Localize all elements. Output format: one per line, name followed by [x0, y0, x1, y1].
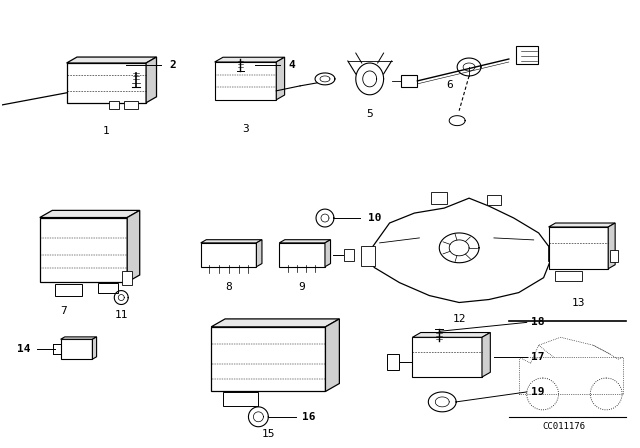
Polygon shape [548, 223, 615, 227]
Text: 17: 17 [531, 352, 544, 362]
Polygon shape [40, 211, 140, 218]
Text: 19: 19 [531, 387, 544, 397]
Polygon shape [214, 62, 276, 100]
Polygon shape [608, 223, 615, 269]
Polygon shape [412, 332, 490, 337]
Text: CC011176: CC011176 [542, 422, 585, 431]
Polygon shape [325, 240, 330, 267]
Polygon shape [214, 57, 285, 62]
Polygon shape [61, 337, 97, 339]
Bar [387, 354, 399, 370]
Text: 14: 14 [17, 344, 31, 354]
Polygon shape [279, 240, 330, 243]
Polygon shape [67, 63, 146, 103]
Polygon shape [67, 57, 157, 63]
Polygon shape [548, 227, 608, 269]
Bar [99, 283, 118, 293]
Text: 16: 16 [302, 412, 316, 422]
Polygon shape [276, 57, 285, 100]
Bar [610, 250, 618, 262]
Bar [554, 271, 582, 280]
Text: 12: 12 [452, 314, 466, 324]
Polygon shape [146, 57, 157, 103]
Polygon shape [279, 243, 325, 267]
Bar [401, 75, 417, 87]
Bar [548, 245, 559, 261]
Bar [361, 246, 374, 266]
Polygon shape [412, 337, 482, 377]
Polygon shape [211, 319, 339, 327]
Text: 13: 13 [572, 297, 585, 307]
Bar [223, 392, 258, 406]
Polygon shape [92, 337, 97, 359]
Text: 4: 4 [288, 60, 295, 70]
Polygon shape [211, 327, 326, 392]
Text: 9: 9 [299, 282, 305, 292]
Text: 6: 6 [446, 80, 452, 90]
Polygon shape [482, 332, 490, 377]
Polygon shape [257, 240, 262, 267]
Polygon shape [61, 339, 92, 359]
Text: 18: 18 [531, 317, 544, 327]
Bar [124, 101, 138, 109]
Text: 11: 11 [115, 310, 128, 320]
Polygon shape [365, 198, 554, 302]
Bar [109, 101, 119, 109]
Polygon shape [201, 240, 262, 243]
Bar [487, 195, 501, 205]
Polygon shape [40, 218, 127, 282]
Text: 5: 5 [366, 109, 373, 119]
Bar [431, 192, 447, 204]
Bar [344, 249, 354, 261]
Text: 10: 10 [368, 213, 381, 223]
Bar [516, 46, 538, 64]
Text: 15: 15 [262, 429, 275, 439]
Text: 1: 1 [103, 125, 109, 136]
Bar [54, 284, 83, 296]
Text: 2: 2 [169, 60, 176, 70]
Text: 7: 7 [60, 306, 67, 316]
Bar [122, 271, 132, 284]
Text: 8: 8 [225, 282, 232, 292]
Text: 3: 3 [242, 124, 249, 134]
Polygon shape [127, 211, 140, 282]
Polygon shape [326, 319, 339, 392]
Polygon shape [201, 243, 257, 267]
